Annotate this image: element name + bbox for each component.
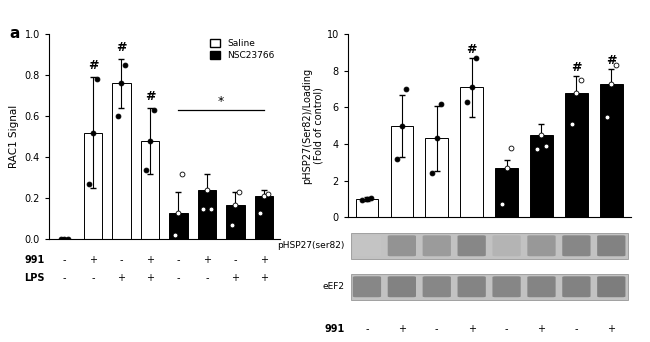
FancyBboxPatch shape [597, 276, 625, 297]
Text: +: + [146, 255, 154, 265]
Text: 991: 991 [24, 255, 44, 265]
Text: -: - [91, 273, 95, 284]
Text: #: # [145, 90, 155, 103]
Text: +: + [203, 255, 211, 265]
FancyBboxPatch shape [493, 235, 521, 256]
Text: +: + [607, 324, 616, 334]
Text: -: - [505, 324, 508, 334]
Text: -: - [62, 255, 66, 265]
Text: +: + [146, 273, 154, 284]
Text: -: - [62, 273, 66, 284]
Text: #: # [88, 59, 98, 72]
Text: +: + [260, 255, 268, 265]
Bar [255, 196, 273, 239]
Bar [140, 141, 159, 239]
FancyBboxPatch shape [562, 276, 591, 297]
FancyBboxPatch shape [527, 235, 556, 256]
Bar [112, 83, 131, 239]
Legend: Saline, NSC23766: Saline, NSC23766 [209, 39, 275, 60]
FancyBboxPatch shape [422, 276, 451, 297]
FancyBboxPatch shape [458, 235, 486, 256]
Bar [350, 274, 628, 300]
Text: +: + [231, 273, 239, 284]
Text: +: + [398, 324, 406, 334]
Bar [226, 205, 244, 239]
Text: eEF2: eEF2 [323, 282, 345, 291]
Text: +: + [538, 324, 545, 334]
FancyBboxPatch shape [353, 276, 381, 297]
Text: LPS: LPS [24, 273, 44, 284]
Text: 991: 991 [324, 324, 345, 334]
Text: -: - [233, 255, 237, 265]
Text: *: * [218, 95, 224, 108]
Bar [425, 139, 448, 217]
Text: -: - [575, 324, 578, 334]
Text: +: + [467, 324, 476, 334]
Text: -: - [435, 324, 439, 334]
Text: #: # [571, 62, 582, 75]
Bar [565, 93, 588, 217]
FancyBboxPatch shape [597, 235, 625, 256]
FancyBboxPatch shape [562, 235, 591, 256]
FancyBboxPatch shape [422, 235, 451, 256]
Bar [350, 233, 628, 259]
Text: -: - [177, 255, 180, 265]
FancyBboxPatch shape [387, 276, 416, 297]
Text: -: - [120, 255, 123, 265]
Text: #: # [116, 41, 127, 54]
Text: -: - [365, 324, 369, 334]
Text: +: + [260, 273, 268, 284]
Text: a: a [10, 26, 20, 41]
Bar [169, 213, 188, 239]
Bar [495, 168, 518, 217]
Bar [391, 126, 413, 217]
Text: +: + [89, 255, 97, 265]
FancyBboxPatch shape [458, 276, 486, 297]
Text: #: # [467, 43, 477, 56]
FancyBboxPatch shape [527, 276, 556, 297]
Y-axis label: RAC1 Signal: RAC1 Signal [9, 105, 19, 168]
Text: -: - [205, 273, 209, 284]
Bar [460, 87, 483, 217]
Text: #: # [606, 54, 617, 67]
Bar [356, 199, 378, 217]
Y-axis label: pHSP27(Ser82)/Loading
(Fold of control): pHSP27(Ser82)/Loading (Fold of control) [302, 68, 324, 184]
Bar [84, 133, 102, 239]
FancyBboxPatch shape [353, 235, 381, 256]
Bar [530, 135, 553, 217]
Bar [198, 190, 216, 239]
FancyBboxPatch shape [493, 276, 521, 297]
Bar [600, 83, 623, 217]
Text: pHSP27(ser82): pHSP27(ser82) [278, 241, 345, 250]
FancyBboxPatch shape [387, 235, 416, 256]
Text: +: + [118, 273, 125, 284]
Text: -: - [177, 273, 180, 284]
